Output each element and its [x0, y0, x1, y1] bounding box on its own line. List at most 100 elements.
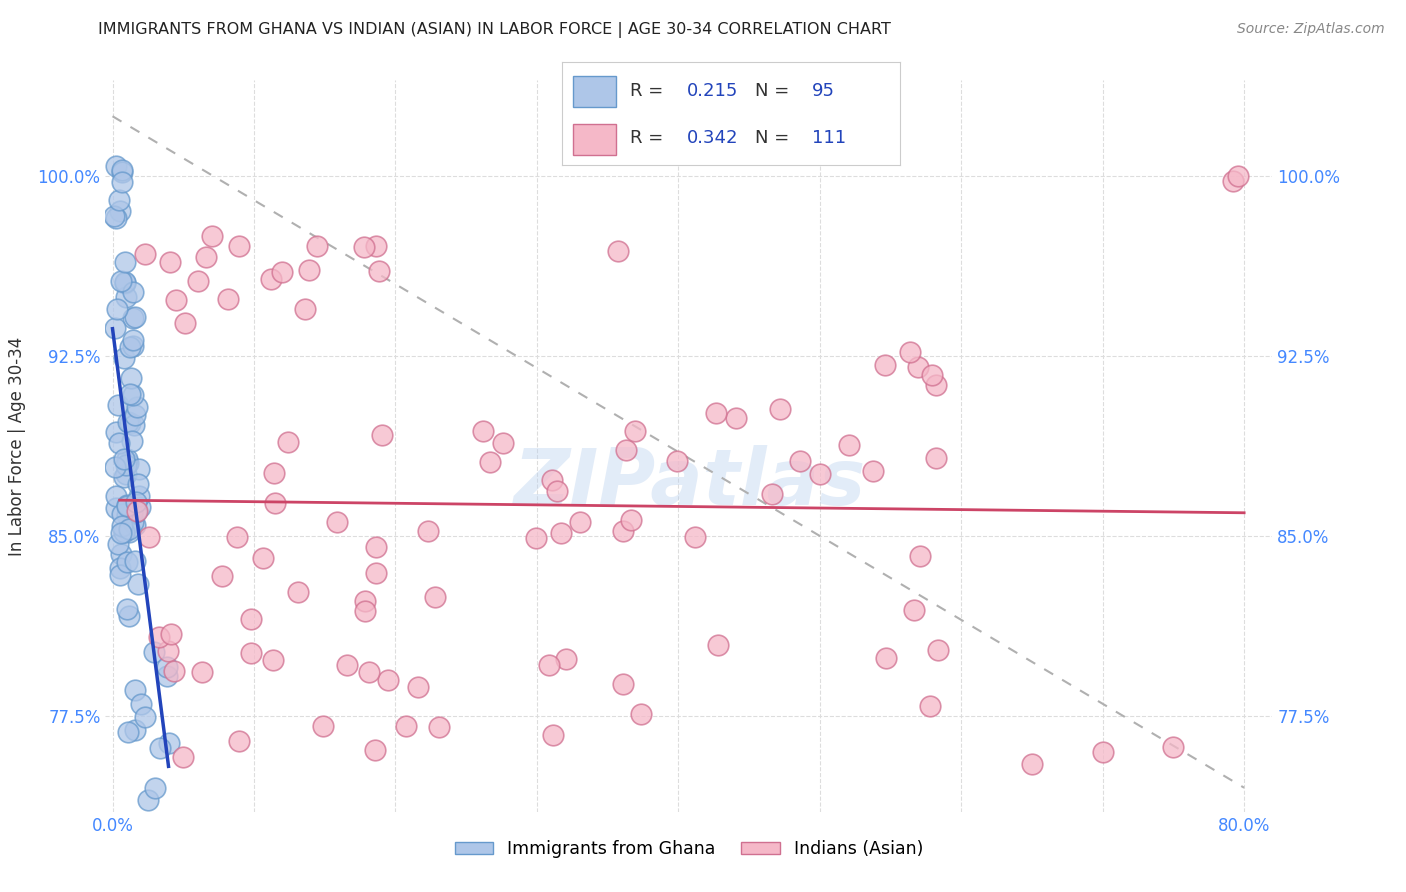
Point	[903, 603, 925, 617]
Point	[120, 371, 142, 385]
Point	[607, 244, 630, 258]
Point	[294, 301, 316, 316]
Point	[111, 165, 134, 179]
Point	[136, 793, 159, 807]
Point	[112, 524, 135, 539]
Point	[124, 554, 146, 568]
Legend: Immigrants from Ghana, Indians (Asian): Immigrants from Ghana, Indians (Asian)	[449, 833, 929, 865]
Point	[111, 163, 134, 178]
Point	[104, 489, 127, 503]
Text: Source: ZipAtlas.com: Source: ZipAtlas.com	[1237, 22, 1385, 37]
Point	[157, 736, 180, 750]
Point	[200, 229, 222, 244]
Point	[160, 626, 183, 640]
Point	[353, 240, 375, 254]
Point	[121, 285, 143, 299]
Point	[134, 246, 156, 260]
Point	[117, 508, 139, 522]
Point	[908, 549, 931, 563]
Point	[172, 750, 194, 764]
Point	[124, 517, 146, 532]
Text: 95: 95	[813, 82, 835, 100]
Point	[685, 530, 707, 544]
Point	[156, 660, 179, 674]
Point	[287, 585, 309, 599]
Point	[875, 651, 897, 665]
Point	[263, 466, 285, 480]
Point	[555, 652, 578, 666]
Point	[112, 452, 135, 467]
Point	[907, 360, 929, 375]
Point	[925, 378, 948, 392]
Point	[377, 673, 399, 688]
Point	[121, 506, 143, 520]
Point	[492, 435, 515, 450]
Point	[120, 417, 142, 431]
Point	[364, 566, 387, 580]
Point	[115, 555, 138, 569]
Point	[704, 406, 727, 420]
Point	[127, 576, 149, 591]
Point	[359, 665, 381, 679]
Point	[107, 537, 129, 551]
Point	[122, 515, 145, 529]
Point	[228, 238, 250, 252]
Point	[1091, 745, 1114, 759]
Point	[395, 719, 418, 733]
Point	[125, 495, 148, 509]
Point	[148, 631, 170, 645]
Point	[252, 550, 274, 565]
Point	[366, 239, 388, 253]
Point	[724, 410, 747, 425]
Point	[211, 568, 233, 582]
Point	[262, 653, 284, 667]
Point	[115, 290, 138, 304]
Point	[156, 669, 179, 683]
Point	[110, 526, 132, 541]
Point	[326, 516, 349, 530]
Point	[368, 264, 391, 278]
Text: 111: 111	[813, 128, 846, 147]
Point	[472, 425, 495, 439]
Point	[336, 658, 359, 673]
Point	[122, 334, 145, 348]
Point	[108, 568, 131, 582]
Point	[104, 211, 127, 225]
Point	[117, 725, 139, 739]
Text: 0.342: 0.342	[688, 128, 738, 147]
Point	[862, 464, 884, 478]
Point	[920, 699, 942, 714]
Point	[921, 368, 943, 383]
Point	[423, 590, 446, 604]
Point	[363, 742, 385, 756]
Point	[128, 489, 150, 503]
Point	[228, 734, 250, 748]
Point	[111, 519, 134, 533]
Point	[129, 500, 152, 514]
Point	[107, 301, 129, 316]
Point	[808, 467, 831, 481]
Point	[120, 341, 142, 355]
Point	[260, 272, 283, 286]
Point	[239, 612, 262, 626]
Point	[789, 454, 811, 468]
Point	[217, 292, 239, 306]
Point	[706, 638, 728, 652]
Point	[312, 719, 335, 733]
Point	[371, 427, 394, 442]
Point	[157, 644, 180, 658]
Point	[1163, 739, 1185, 754]
Point	[537, 658, 560, 673]
Point	[195, 250, 218, 264]
Point	[124, 310, 146, 324]
Point	[134, 710, 156, 724]
Point	[873, 358, 896, 372]
Point	[614, 443, 637, 458]
Point	[630, 706, 652, 721]
Point	[1021, 756, 1043, 771]
Point	[838, 437, 860, 451]
Point	[364, 541, 387, 555]
Point	[118, 523, 141, 537]
Point	[298, 263, 321, 277]
Point	[612, 524, 634, 539]
